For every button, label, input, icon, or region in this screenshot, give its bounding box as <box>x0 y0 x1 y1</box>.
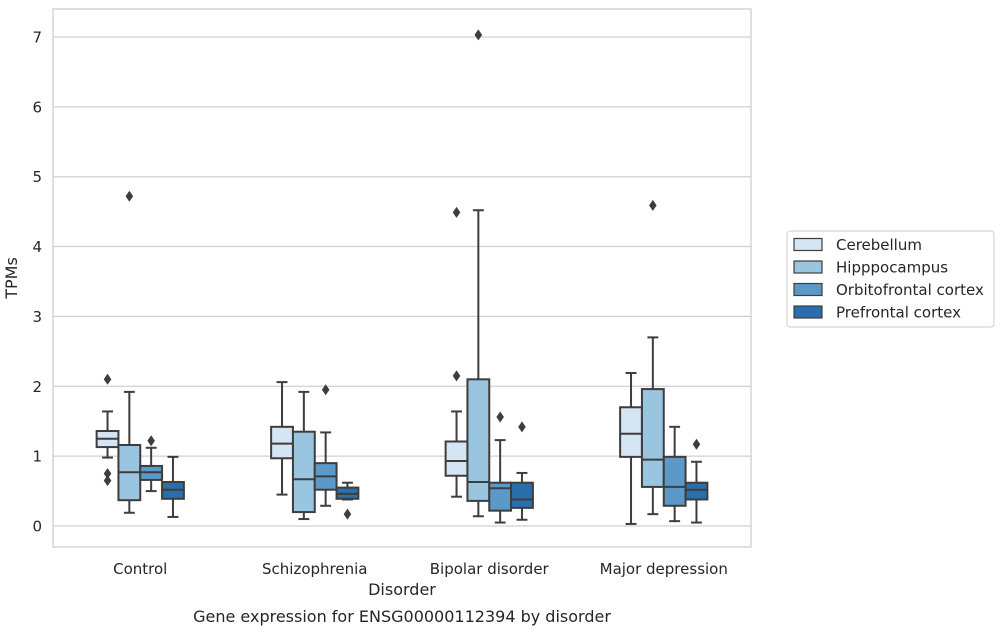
box <box>684 438 709 524</box>
legend-label: Cerebellum <box>836 236 922 254</box>
y-tick-label: 6 <box>32 98 42 116</box>
series-hipppocampus <box>117 29 665 521</box>
y-axis-label: TPMs <box>2 257 21 300</box>
box <box>313 384 338 507</box>
legend-swatch <box>793 282 823 297</box>
y-tick-label: 5 <box>32 168 42 186</box>
legend-label: Orbitofrontal cortex <box>836 281 984 299</box>
x-tick-labels: Control Schizophrenia Bipolar disorder Majo… <box>113 560 728 578</box>
y-tick-labels: 0 1 2 3 4 5 6 7 <box>32 28 42 535</box>
outlier-marker <box>452 206 461 218</box>
box-body <box>640 388 665 488</box>
box <box>335 481 360 520</box>
box <box>619 372 643 525</box>
box <box>139 435 164 493</box>
outlier-marker <box>496 411 504 423</box>
box <box>662 425 687 523</box>
outlier-marker <box>103 475 112 487</box>
outlier-marker <box>518 421 526 433</box>
series-cerebellum <box>95 206 643 525</box>
y-tick-label: 4 <box>32 238 42 256</box>
box-body <box>510 481 534 509</box>
outlier-marker <box>125 190 134 202</box>
outlier-marker <box>474 29 483 41</box>
legend-label: Hipppocampus <box>836 259 948 277</box>
outlier-marker <box>692 438 701 450</box>
x-tick-label: Bipolar disorder <box>430 560 550 578</box>
box <box>510 421 534 521</box>
legend: Cerebellum Hipppocampus Orbitofrontal cort… <box>786 230 995 328</box>
outlier-marker <box>343 508 352 520</box>
legend-entries: Cerebellum Hipppocampus Orbitofrontal cort… <box>793 236 984 322</box>
outlier-marker <box>103 468 112 480</box>
x-tick-label: Control <box>113 560 167 578</box>
box-series-layer <box>95 29 709 525</box>
box <box>640 199 665 516</box>
box-body <box>444 440 469 477</box>
x-axis-label: Disorder <box>368 580 436 599</box>
outlier-marker <box>103 373 112 385</box>
series-prefrontal-cortex <box>161 421 709 524</box>
y-tick-label: 7 <box>32 28 42 46</box>
box <box>270 381 294 496</box>
box <box>95 373 120 487</box>
series-orbitofrontal-cortex <box>139 384 687 524</box>
box-body <box>466 378 491 502</box>
y-tick-label: 0 <box>32 518 42 536</box>
chart-caption: Gene expression for ENSG00000112394 by d… <box>193 607 611 626</box>
y-tick-label: 1 <box>32 448 42 466</box>
outlier-marker <box>321 384 330 396</box>
y-tick-label: 3 <box>32 308 42 326</box>
legend-swatch <box>793 237 823 252</box>
legend-frame <box>786 230 995 328</box>
box-body <box>662 455 687 507</box>
outlier-marker <box>147 435 155 447</box>
outlier-marker <box>452 370 461 382</box>
box <box>117 190 142 514</box>
legend-label: Prefrontal cortex <box>836 304 961 322</box>
x-tick-label: Major depression <box>600 560 728 578</box>
outlier-marker <box>649 199 657 211</box>
plot-frame <box>52 8 752 548</box>
y-tick-label: 2 <box>32 378 42 396</box>
x-tick-label: Schizophrenia <box>262 560 367 578</box>
legend-swatch <box>793 260 823 274</box>
box-body <box>488 481 513 512</box>
box <box>488 411 513 524</box>
legend-swatch <box>793 305 823 319</box>
box-body <box>291 430 316 514</box>
box-body <box>619 406 643 458</box>
box-body <box>684 481 709 501</box>
box-body <box>270 425 294 460</box>
box <box>466 29 491 518</box>
box <box>291 390 316 521</box>
box <box>444 206 469 498</box>
box <box>161 455 185 518</box>
